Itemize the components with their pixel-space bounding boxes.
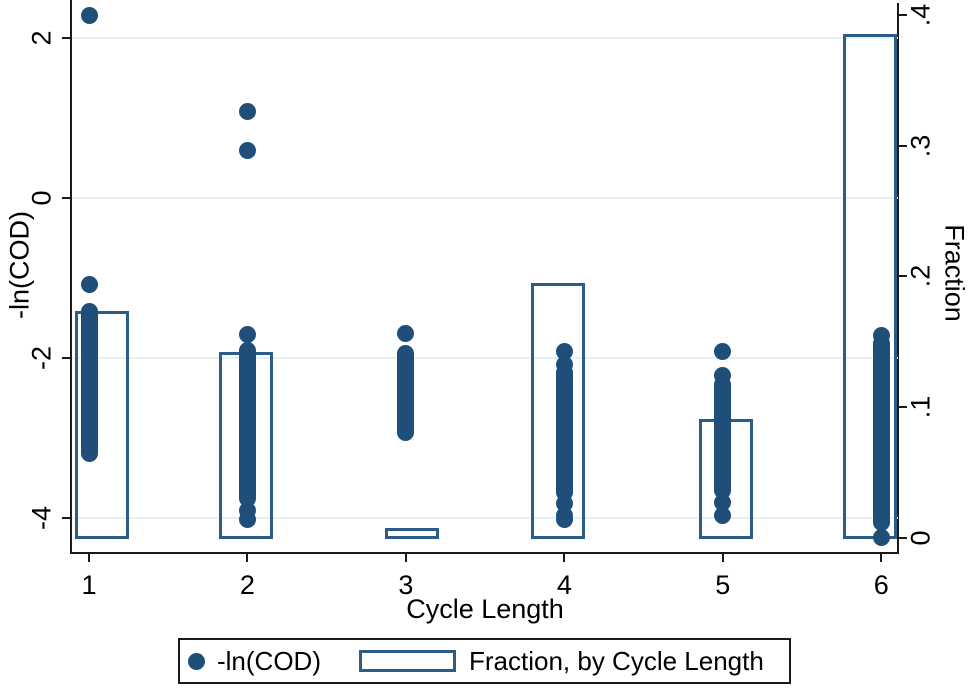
scatter-dot: [238, 103, 256, 121]
x-tick-label: 5: [715, 570, 731, 600]
legend-scatter-label: -ln(COD): [217, 645, 321, 676]
legend-bar-marker-icon: [359, 650, 456, 672]
scatter-dot: [238, 510, 256, 528]
scatter-dot: [555, 356, 573, 374]
y-right-tick-label: .3: [905, 134, 936, 157]
scatter-dot: [714, 493, 732, 511]
gridline: [72, 196, 898, 199]
x-tick-label: 3: [398, 570, 414, 600]
y-right-axis-title: Fraction: [939, 224, 968, 322]
y-right-tick-label: .4: [905, 3, 936, 27]
y-left-tick-label: -2: [26, 345, 57, 370]
scatter-dot: [397, 325, 415, 342]
y-right-tick: [899, 536, 907, 539]
y-left-tick: [62, 356, 70, 359]
y-right-tick: [899, 405, 907, 408]
scatter-dense-strip: [80, 302, 98, 462]
x-tick: [404, 554, 407, 562]
scatter-dot: [714, 366, 732, 384]
x-tick-label: 6: [873, 570, 889, 600]
legend: -ln(COD) Fraction, by Cycle Length: [178, 638, 791, 684]
scatter-dot: [555, 511, 573, 529]
y-left-tick-label: 2: [26, 29, 57, 46]
scatter-dot: [714, 342, 732, 360]
x-tick: [880, 554, 883, 562]
scatter-dense-strip: [555, 364, 573, 502]
x-tick-label: 1: [81, 570, 97, 600]
gridline: [72, 356, 898, 359]
x-tick: [88, 554, 90, 562]
y-right-tick: [899, 275, 907, 278]
scatter-dot: [714, 506, 732, 524]
fraction-bar: [531, 282, 585, 539]
x-axis-title: Cycle Length: [406, 594, 564, 624]
gridline: [72, 36, 898, 39]
x-tick: [246, 554, 249, 562]
scatter-dot: [238, 141, 256, 159]
scatter-dot: [555, 343, 573, 361]
gridline: [72, 516, 898, 519]
y-right-tick-label: 0: [905, 529, 936, 546]
fraction-bar: [843, 34, 898, 539]
scatter-dot: [80, 6, 98, 24]
scatter-dense-strip: [238, 341, 256, 507]
y-left-tick-label: -4: [26, 505, 57, 530]
x-axis-line: [70, 552, 899, 554]
fraction-bar: [385, 528, 440, 539]
fraction-bar: [74, 311, 129, 539]
x-tick: [563, 554, 566, 562]
y-right-tick: [899, 13, 907, 16]
y-left-tick-label: 0: [26, 189, 57, 206]
y-left-axis-title: -ln(COD): [4, 211, 35, 319]
scatter-dot: [80, 276, 98, 294]
legend-bar-label: Fraction, by Cycle Length: [469, 645, 764, 676]
x-tick-label: 2: [239, 570, 255, 600]
y-left-tick: [62, 196, 70, 199]
legend-scatter-marker-icon: [188, 652, 205, 670]
y-left-tick: [62, 36, 70, 39]
scatter-dot: [238, 325, 256, 343]
y-left-axis-line: [70, 0, 72, 554]
y-right-tick-label: .2: [905, 264, 936, 288]
scatter-dense-strip: [397, 345, 415, 442]
x-tick: [721, 554, 724, 562]
scatter-dense-strip: [872, 334, 890, 531]
y-left-tick: [62, 516, 70, 519]
scatter-dot: [872, 326, 890, 344]
x-tick-label: 4: [556, 570, 572, 600]
scatter-dot: [872, 529, 890, 546]
y-right-tick-label: .1: [905, 395, 936, 419]
y-right-tick: [899, 144, 907, 147]
y-right-axis-line: [897, 3, 899, 554]
scatter-dense-strip: [714, 376, 732, 499]
